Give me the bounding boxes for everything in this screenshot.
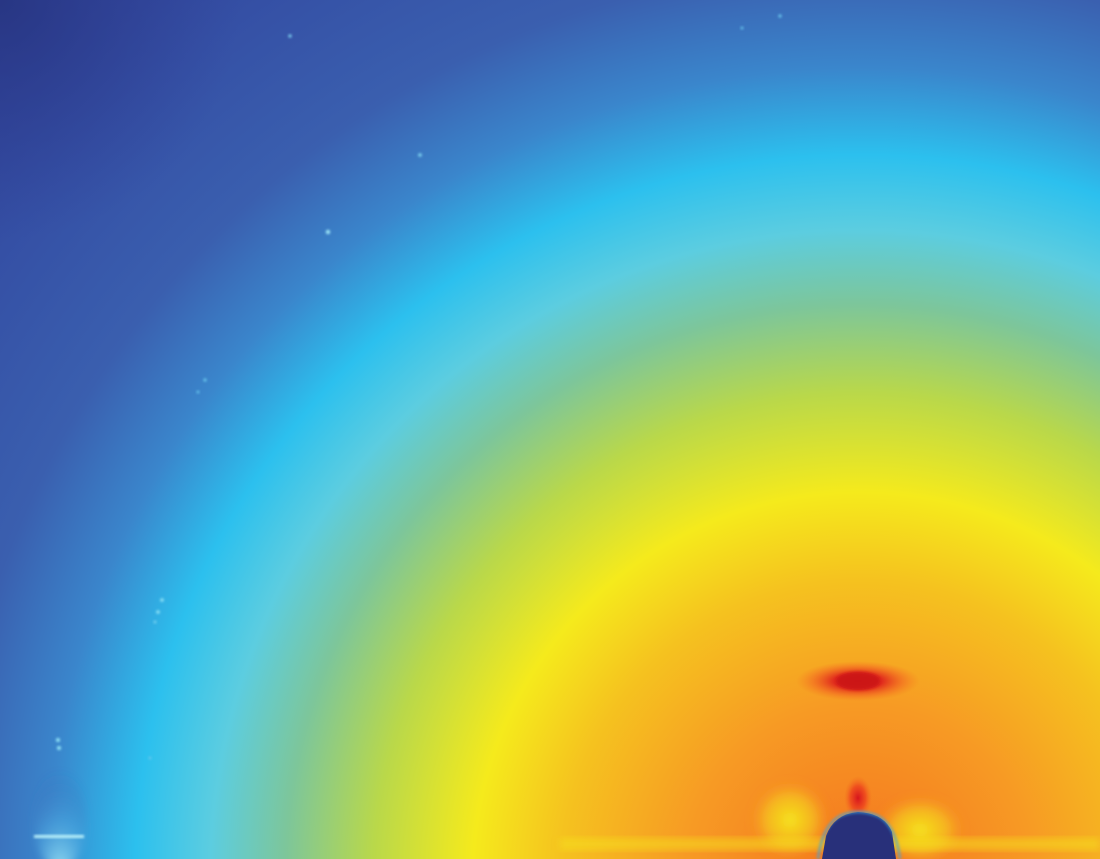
- diffraction-spot: [778, 14, 782, 18]
- specular-line: [34, 835, 84, 838]
- diffraction-spot: [325, 229, 331, 235]
- red-peak-core: [836, 672, 880, 690]
- diffraction-spot: [56, 738, 60, 742]
- diffraction-spot: [740, 26, 744, 30]
- diffraction-spot: [153, 620, 157, 624]
- diffraction-spot: [418, 153, 422, 157]
- diffraction-spot: [160, 598, 164, 602]
- diffraction-spot: [57, 746, 61, 750]
- corner-shade: [0, 0, 320, 260]
- diffraction-spot: [156, 610, 160, 614]
- beamstop-shadow: [822, 812, 896, 859]
- diffraction-spot: [196, 390, 200, 394]
- diffraction-spot: [203, 378, 207, 382]
- diffraction-spot: [288, 34, 292, 38]
- vertical-streak: [844, 776, 872, 820]
- beamstop-outline: [816, 810, 902, 859]
- diffraction-spot: [148, 756, 152, 760]
